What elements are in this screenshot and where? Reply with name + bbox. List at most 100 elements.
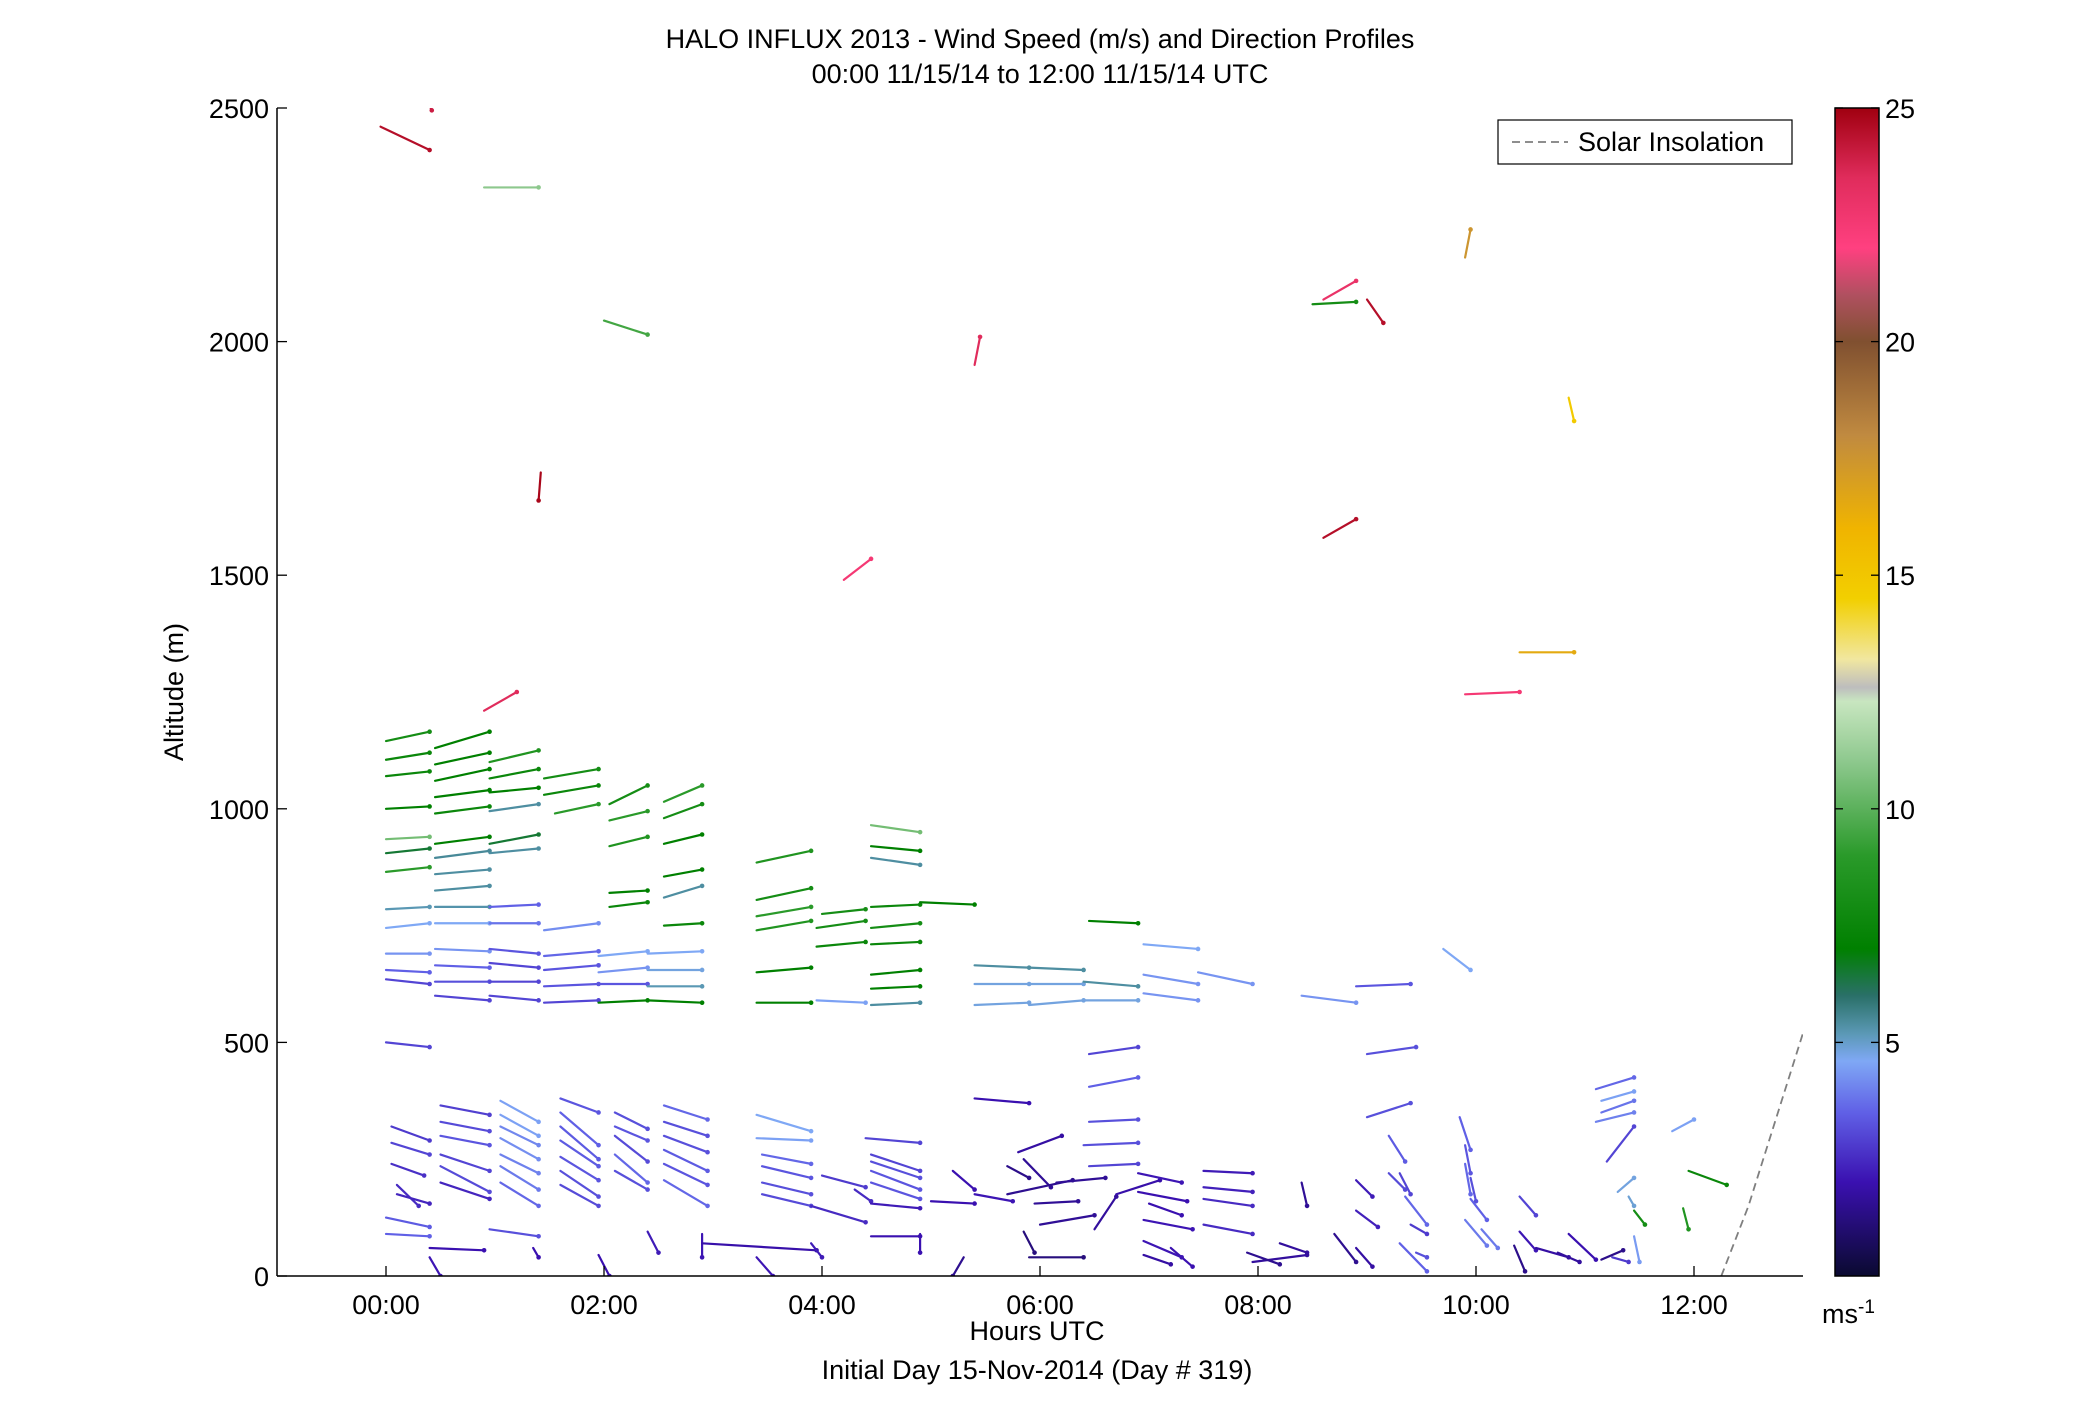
- wind-vector: [1311, 299, 1359, 306]
- wind-vector-shaft: [384, 730, 431, 743]
- wind-vector-shaft: [1354, 1209, 1380, 1229]
- wind-vector: [542, 766, 601, 780]
- wind-vector-shaft: [1196, 971, 1254, 986]
- wind-vector: [917, 1232, 923, 1255]
- wind-vector: [1632, 1209, 1648, 1227]
- wind-vector-head: [427, 904, 432, 910]
- wind-vector-shaft: [488, 1228, 540, 1238]
- wind-vector-head: [1631, 1098, 1637, 1104]
- wind-vector: [1006, 1165, 1032, 1181]
- wind-vector-shaft: [815, 940, 867, 948]
- wind-vector: [662, 1104, 710, 1122]
- wind-vector-shaft: [853, 1188, 873, 1203]
- wind-vector-head: [427, 1233, 432, 1239]
- wind-vector-head: [1631, 1110, 1637, 1115]
- wind-vector-shaft: [1611, 1256, 1630, 1264]
- wind-vector-shaft: [869, 968, 922, 976]
- wind-vector-shaft: [700, 1242, 818, 1252]
- wind-vector-head: [1135, 1044, 1141, 1050]
- wind-vector: [597, 948, 650, 958]
- wind-vector-shaft: [1333, 1232, 1358, 1264]
- wind-vector: [1518, 1195, 1539, 1218]
- wind-vector-shaft: [439, 1120, 491, 1133]
- wind-vector-shaft: [1142, 1218, 1194, 1231]
- wind-vector-shaft: [439, 1104, 491, 1116]
- wind-vector-head: [917, 984, 923, 989]
- wind-vector-shaft: [1518, 1230, 1538, 1252]
- wind-vector: [488, 920, 541, 926]
- wind-vector-head: [863, 939, 868, 945]
- wind-vector-shaft: [951, 1169, 976, 1191]
- wind-vector-head: [808, 848, 814, 854]
- wind-vector-head: [536, 1170, 541, 1176]
- wind-vector: [488, 748, 541, 764]
- wind-vector: [662, 867, 705, 878]
- wind-vector-shaft: [384, 770, 431, 778]
- wind-vector: [815, 939, 868, 948]
- wind-vector-head: [699, 1255, 705, 1260]
- wind-vector-head: [487, 1128, 492, 1134]
- plot-area: [277, 108, 1803, 1276]
- wind-vector-head: [699, 1000, 705, 1005]
- wind-vector-head: [1135, 1140, 1141, 1146]
- wind-vector-shaft: [488, 994, 540, 1002]
- wind-vector: [1463, 1218, 1490, 1248]
- wind-vector: [1387, 1134, 1408, 1164]
- wind-vector: [433, 867, 492, 876]
- wind-vector-shaft: [973, 1001, 1031, 1007]
- wind-vector-shaft: [869, 922, 922, 930]
- wind-vector-shaft: [384, 1216, 431, 1229]
- wind-vector: [646, 967, 705, 973]
- wind-vector: [384, 1041, 432, 1050]
- wind-vector-head: [699, 984, 705, 989]
- wind-vector-shaft: [559, 1169, 600, 1198]
- wind-vector-head: [1631, 1124, 1637, 1129]
- wind-vector-head: [1081, 1255, 1086, 1260]
- wind-vector: [869, 1181, 923, 1202]
- wind-vector: [499, 1153, 541, 1176]
- wind-vector: [1354, 981, 1413, 988]
- wind-vector-shaft: [439, 1181, 491, 1201]
- wind-vector-shaft: [559, 1139, 600, 1168]
- wind-vector-shaft: [384, 751, 431, 761]
- wind-vector-head: [427, 147, 432, 153]
- wind-vector-shaft: [499, 1153, 540, 1175]
- wind-vector-shaft: [755, 1137, 813, 1142]
- wind-vector-head: [1190, 1226, 1195, 1232]
- wind-vector-shaft: [542, 999, 600, 1004]
- wind-vector: [1082, 998, 1141, 1003]
- wind-vector: [384, 904, 432, 911]
- wind-vector-shaft: [1136, 1190, 1189, 1203]
- wind-vector-head: [1517, 689, 1522, 695]
- wind-vector-shaft: [1567, 396, 1576, 423]
- wind-vector-head: [705, 1168, 710, 1174]
- wind-vector: [1087, 919, 1141, 926]
- wind-vector-head: [1195, 946, 1201, 952]
- wind-vector-head: [1408, 1191, 1413, 1197]
- wind-vector: [755, 918, 814, 932]
- wind-vector: [869, 856, 923, 868]
- wind-vector-shaft: [1033, 1200, 1080, 1205]
- wind-vector-head: [536, 801, 541, 807]
- colorbar-unit-base: ms: [1822, 1299, 1858, 1329]
- wind-vector: [439, 1165, 492, 1195]
- wind-vector: [1136, 1190, 1190, 1204]
- wind-vector-head: [1484, 1217, 1490, 1223]
- wind-vector-head: [699, 967, 705, 973]
- wind-vector: [1322, 516, 1359, 539]
- wind-vector: [602, 319, 650, 337]
- wind-vector-head: [645, 1138, 650, 1143]
- wind-vector: [395, 1193, 432, 1206]
- wind-vector: [1605, 1124, 1637, 1163]
- wind-vector-head: [487, 1189, 492, 1195]
- wind-vector-shaft: [483, 690, 518, 712]
- wind-vector-head: [1408, 981, 1413, 987]
- wind-vector-head: [917, 1140, 923, 1146]
- wind-vector: [646, 999, 705, 1005]
- wind-vector-shaft: [602, 319, 649, 336]
- wind-vector: [869, 967, 923, 976]
- wind-vector-head: [487, 883, 492, 889]
- wind-vector-shaft: [973, 1097, 1031, 1105]
- wind-vector: [384, 978, 432, 987]
- wind-vector-head: [427, 981, 432, 987]
